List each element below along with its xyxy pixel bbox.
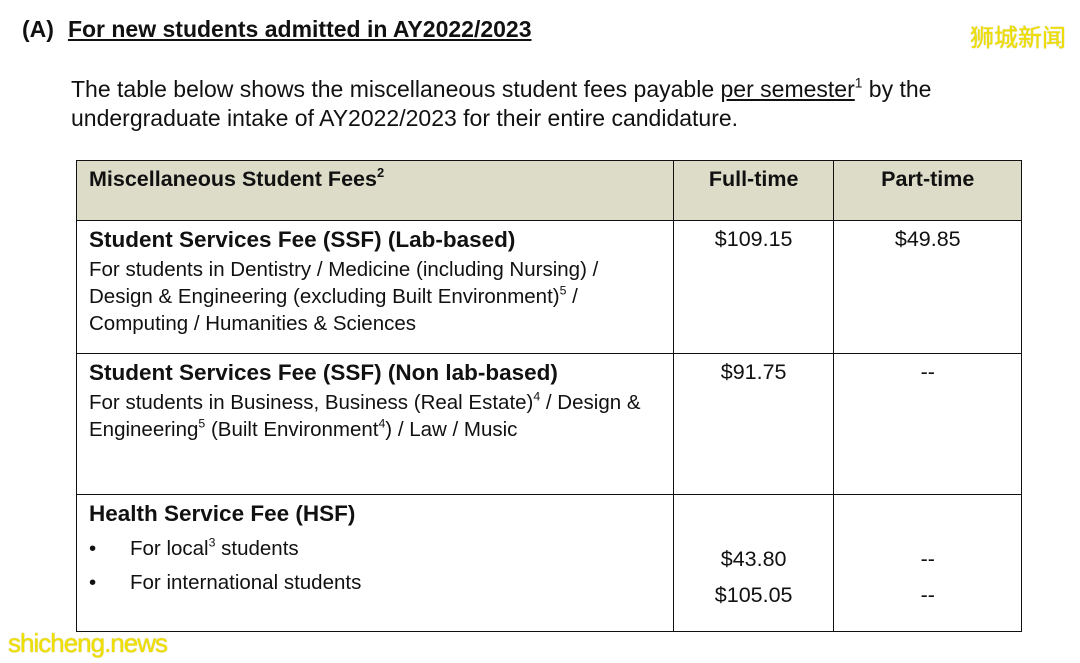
header-fees: Miscellaneous Student Fees2 <box>76 160 674 221</box>
fee-detail: For students in Dentistry / Medicine (in… <box>89 256 661 337</box>
fee-description: Health Service Fee (HSF) • For local3 stu… <box>76 494 674 632</box>
full-time-fee: $105.05 <box>714 583 793 607</box>
fee-description: Student Services Fee (SSF) (Non lab-base… <box>76 353 674 495</box>
part-time-fee: -- <box>920 547 935 571</box>
detail-text: ) / Law / Music <box>385 418 518 441</box>
header-full-time: Full-time <box>672 160 835 221</box>
fee-description: Student Services Fee (SSF) (Lab-based) F… <box>76 220 674 354</box>
fee-title: Student Services Fee (SSF) (Non lab-base… <box>89 360 558 385</box>
item-text: For local <box>130 537 209 560</box>
table-row: Health Service Fee (HSF) • For local3 stu… <box>76 494 1022 632</box>
watermark-chinese: 狮城新闻 <box>970 24 1066 52</box>
full-time-fees: $43.80 $105.05 <box>672 494 835 632</box>
bullet-icon: • <box>89 571 97 594</box>
fee-title: Health Service Fee (HSF) <box>89 501 356 526</box>
watermark-english: shicheng.news <box>8 628 168 658</box>
footnote-ref: 4 <box>533 389 541 404</box>
detail-text: / Computing / Humanities & Sciences <box>89 285 578 335</box>
table-header-row: Miscellaneous Student Fees2 Full-time Pa… <box>76 160 1022 221</box>
section-title: For new students admitted in AY2022/2023 <box>67 16 532 42</box>
section-label: (A) <box>22 16 54 42</box>
full-time-fee: $91.75 <box>672 353 835 495</box>
fees-table: Miscellaneous Student Fees2 Full-time Pa… <box>76 160 1022 632</box>
part-time-fee: $49.85 <box>833 220 1022 354</box>
per-semester-text: per semester <box>720 76 855 102</box>
part-time-fee: -- <box>920 583 935 607</box>
footnote-ref: 5 <box>559 283 567 298</box>
part-time-fee: -- <box>833 353 1022 495</box>
detail-text: For students in Business, Business (Real… <box>89 391 534 414</box>
fee-detail: For students in Business, Business (Real… <box>89 389 661 443</box>
intro-text-end: by the undergraduate intake of AY2022/20… <box>71 76 932 131</box>
table-row: Student Services Fee (SSF) (Non lab-base… <box>76 353 1022 495</box>
detail-text: (Built Environment <box>205 418 379 441</box>
part-time-fees: -- -- <box>833 494 1022 632</box>
fee-title: Student Services Fee (SSF) (Lab-based) <box>89 227 516 252</box>
list-item: • For local3 students <box>89 535 661 561</box>
footnote-ref: 1 <box>854 75 863 91</box>
table-row: Student Services Fee (SSF) (Lab-based) F… <box>76 220 1022 354</box>
header-part-time: Part-time <box>833 160 1022 221</box>
header-fees-label: Miscellaneous Student Fees <box>89 167 377 191</box>
intro-text: The table below shows the miscellaneous … <box>71 76 721 102</box>
full-time-fee: $109.15 <box>672 220 835 354</box>
list-item: • For international students <box>89 571 661 595</box>
item-text: For international students <box>130 571 362 594</box>
full-time-fee: $43.80 <box>720 547 787 571</box>
footnote-ref: 2 <box>376 164 385 180</box>
intro-paragraph: The table below shows the miscellaneous … <box>71 75 1051 133</box>
item-text: students <box>215 537 299 560</box>
footnote-ref: 5 <box>198 416 206 431</box>
footnote-ref: 3 <box>208 535 216 550</box>
bullet-icon: • <box>89 537 97 560</box>
section-heading: (A) For new students admitted in AY2022/2… <box>22 16 532 43</box>
detail-text: For students in Dentistry / Medicine (in… <box>89 258 599 308</box>
detail-text: / Design & Engineering <box>89 391 641 441</box>
footnote-ref: 4 <box>378 416 386 431</box>
